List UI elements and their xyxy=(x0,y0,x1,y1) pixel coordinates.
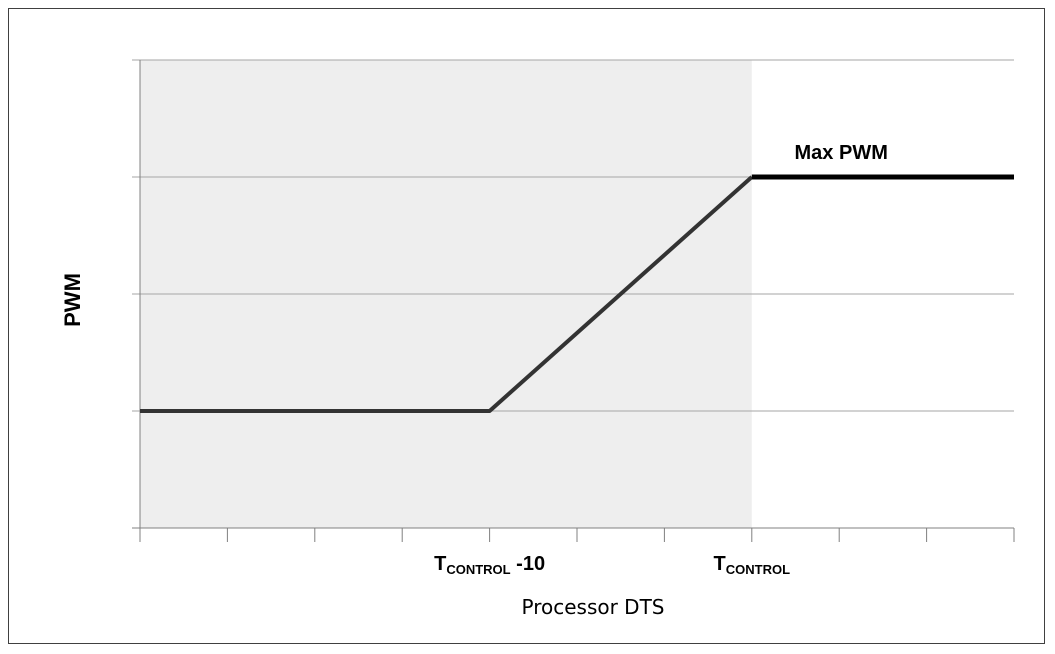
pwm-ramp-line xyxy=(140,175,754,413)
x-tick-label-tcontrol-minus-10: TCONTROL -10 xyxy=(434,553,545,577)
max-pwm-annotation: Max PWM xyxy=(795,142,888,164)
y-axis-label: PWM xyxy=(60,273,85,327)
x-tick-label-tcontrol: TCONTROL xyxy=(714,553,791,577)
x-axis-label: Processor DTS xyxy=(522,595,665,619)
